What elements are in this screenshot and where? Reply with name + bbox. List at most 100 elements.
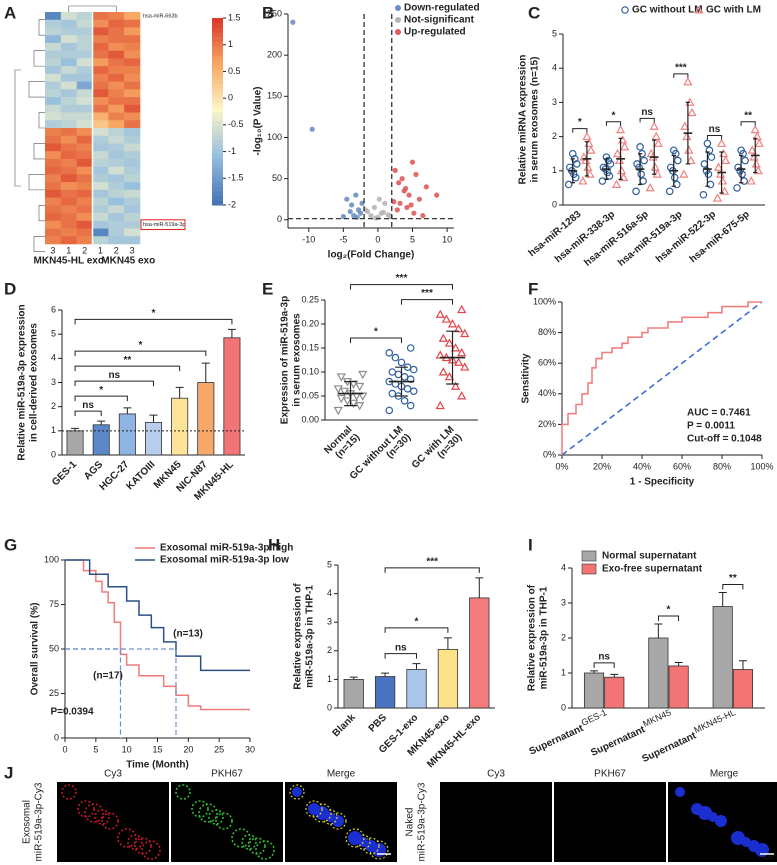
heat-cell	[108, 104, 125, 113]
point	[746, 176, 756, 185]
dendrogram	[28, 81, 45, 98]
heat-cell	[92, 205, 109, 214]
row-label: Exosomal	[22, 800, 33, 844]
significance-bracket	[384, 653, 417, 659]
heat-cell	[76, 58, 93, 67]
column-label: PKH67	[594, 769, 626, 780]
x-axis-title: 1 - Specificity	[630, 477, 695, 488]
y-tick-label: 5	[51, 329, 56, 339]
x-tick-label: 100%	[750, 461, 773, 471]
point	[391, 353, 400, 362]
colorbar-label: -0.5	[228, 119, 244, 129]
heat-cell	[76, 174, 93, 183]
sd-bar	[685, 101, 691, 165]
heat-cell	[76, 120, 93, 129]
colorbar-step	[212, 106, 223, 112]
x-tick-label: hsa-miR-675-5p	[688, 209, 752, 265]
heat-cell	[124, 81, 141, 90]
y-tick-label: 25	[49, 688, 59, 698]
y-axis-title: Relative expression of	[527, 584, 538, 691]
point	[637, 170, 645, 179]
bar	[171, 397, 189, 456]
point	[712, 193, 723, 202]
nucleus	[715, 815, 727, 827]
panel-letter: E	[262, 279, 273, 298]
dendrogram	[33, 50, 45, 67]
micrograph	[440, 782, 552, 862]
point	[612, 148, 623, 158]
colorbar-step	[212, 116, 223, 122]
error-bar	[443, 637, 452, 650]
point	[611, 179, 622, 188]
heat-cell	[76, 66, 93, 75]
point	[441, 314, 451, 323]
point	[702, 167, 711, 175]
heat-cell	[76, 19, 93, 28]
y-axis-title: Sensitivity	[521, 353, 532, 403]
y-axis-title: Relative miR-519a-3p expression	[17, 304, 28, 460]
dendrogram	[28, 174, 45, 191]
y-tick-label: 200	[267, 50, 282, 60]
colorbar-step	[212, 83, 223, 89]
heat-cell	[45, 236, 62, 245]
heat-cell	[45, 213, 62, 222]
y-tick-label: 80%	[538, 327, 556, 337]
heat-cell	[124, 143, 141, 152]
x-tick-label: PBS	[367, 712, 390, 735]
point	[391, 199, 397, 205]
point	[423, 184, 429, 190]
point	[457, 347, 467, 357]
x-tick-label: 15	[152, 744, 162, 754]
heat-cell	[92, 128, 109, 137]
point	[406, 401, 415, 410]
point	[355, 402, 365, 411]
column-label: Merge	[327, 769, 356, 780]
colorbar-step	[212, 195, 223, 201]
heat-cell	[124, 97, 141, 106]
point	[699, 190, 708, 199]
x-tick-superscript: GES-1	[580, 707, 609, 727]
point	[376, 196, 382, 202]
column-label: 3	[50, 245, 55, 255]
y-tick-label: 0	[277, 214, 282, 224]
x-tick-label: Blank	[331, 712, 358, 739]
legend-label: Up-regulated	[404, 27, 466, 38]
x-axis-title: log₂(Fold Change)	[328, 250, 415, 261]
heat-cell	[76, 166, 93, 175]
point	[564, 180, 573, 189]
heat-cell	[45, 151, 62, 160]
annotation: Cut-off = 0.1048	[687, 434, 762, 445]
point	[388, 368, 397, 376]
row-label: miR-519a-3p-Cy3	[417, 782, 428, 861]
significance-bracket	[74, 318, 233, 325]
heat-cell	[108, 19, 125, 28]
y-tick-label: 0	[54, 732, 59, 742]
heat-cell	[92, 42, 109, 51]
x-tick-label: 60%	[673, 461, 691, 471]
point	[444, 338, 455, 347]
heat-cell	[92, 19, 109, 28]
heat-cell	[60, 205, 77, 214]
heat-cell	[92, 189, 109, 198]
x-tick-label: AGS	[82, 459, 105, 482]
point	[578, 176, 588, 185]
point	[358, 370, 368, 380]
significance-label: ns	[709, 124, 721, 135]
heat-cell	[108, 158, 125, 167]
panel-letter: H	[268, 535, 280, 554]
bar	[583, 672, 605, 709]
significance-label: ns	[108, 370, 120, 381]
x-tick-group: Blank	[331, 712, 358, 739]
colorbar-step	[212, 18, 223, 24]
point	[598, 177, 607, 185]
median-line	[65, 648, 122, 738]
x-tick-superscript: MKN45	[641, 707, 672, 729]
heat-cell	[45, 50, 62, 59]
heat-cell	[108, 73, 125, 82]
significance-bracket	[639, 117, 655, 123]
point	[653, 138, 663, 147]
colorbar-step	[212, 134, 223, 141]
significance-label: ***	[396, 273, 408, 284]
point	[707, 153, 716, 161]
point	[340, 213, 346, 220]
